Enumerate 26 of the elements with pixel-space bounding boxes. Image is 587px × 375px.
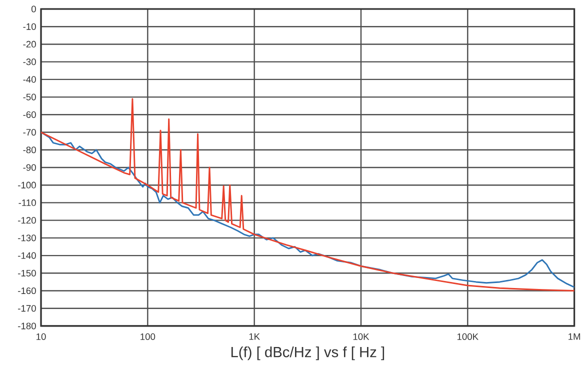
x-tick-label: 100: [140, 333, 156, 340]
y-tick-label: -130: [18, 234, 36, 242]
y-tick-label: -110: [18, 199, 36, 206]
y-tick-label: -60: [23, 111, 36, 118]
x-tick-label: 1M: [568, 333, 580, 340]
x-tick-label: 10K: [353, 333, 370, 340]
x-tick-label: 10: [36, 333, 46, 340]
y-tick-label: -70: [23, 128, 36, 136]
y-tick-label: -180: [18, 322, 36, 330]
y-tick-label: -160: [18, 287, 36, 294]
y-tick-label: -140: [18, 252, 36, 259]
y-tick-label: -90: [23, 164, 36, 171]
y-tick-label: -150: [18, 270, 36, 276]
y-tick-label: -100: [18, 182, 36, 188]
y-tick-label: 0: [31, 6, 36, 12]
x-axis-title: L(f) [ dBc/Hz ] vs f [ Hz ]: [231, 346, 384, 360]
y-tick-label: -10: [23, 23, 36, 30]
y-tick-label: -80: [23, 146, 36, 154]
y-tick-label: -120: [18, 217, 36, 224]
y-tick-label: -40: [23, 76, 36, 83]
y-tick-label: -50: [23, 94, 36, 100]
x-tick-label: 100K: [457, 333, 478, 340]
y-tick-label: -20: [23, 40, 36, 48]
y-tick-label: -30: [23, 58, 36, 66]
x-tick-label: 1K: [249, 333, 260, 340]
y-tick-label: -170: [18, 305, 36, 312]
